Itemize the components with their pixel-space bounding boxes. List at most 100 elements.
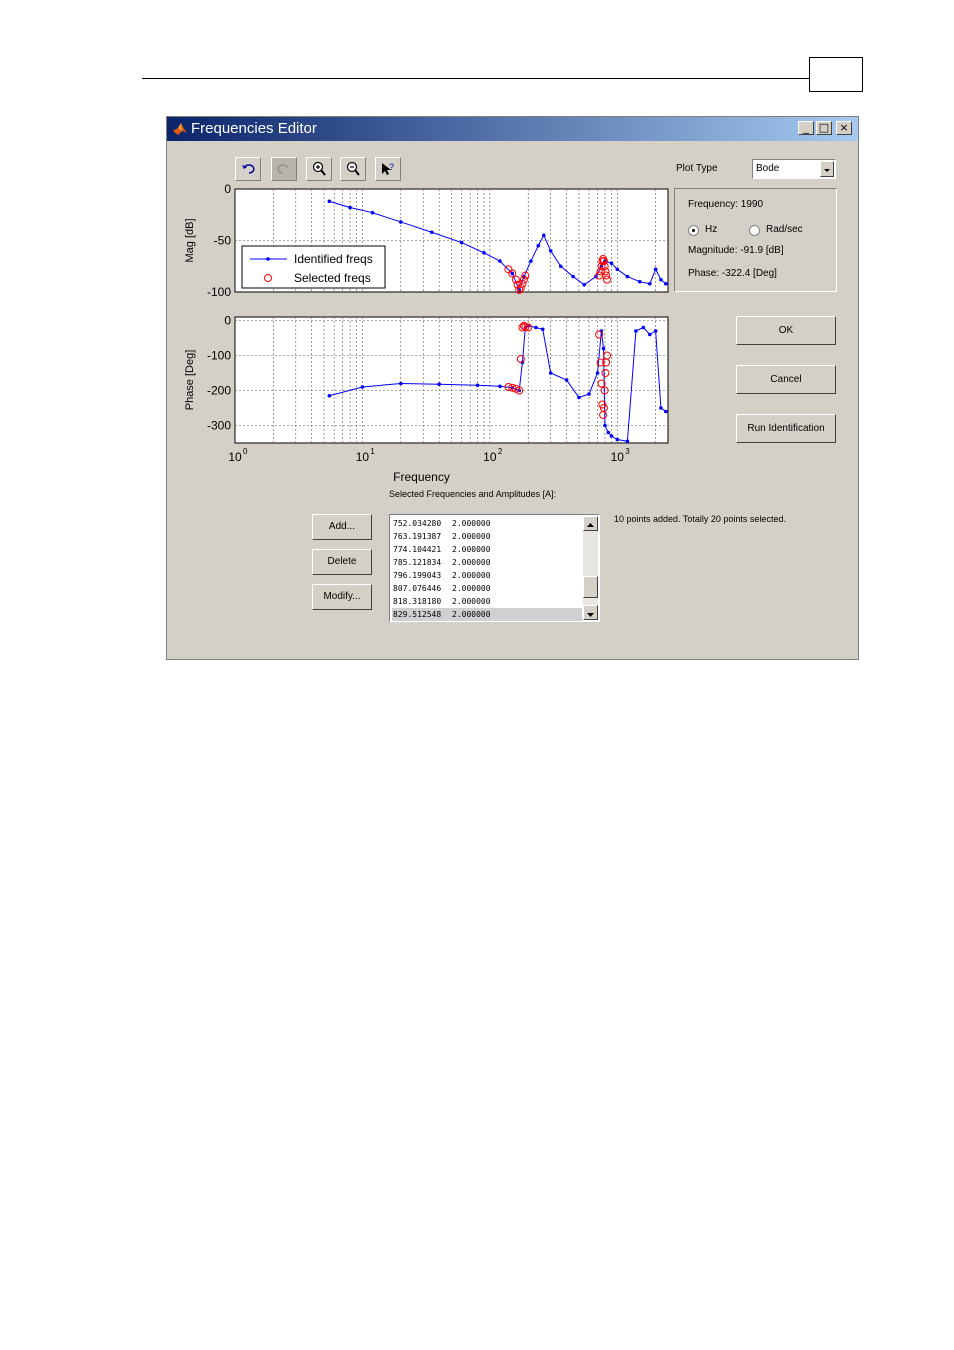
y-tick-label: -200	[207, 384, 231, 398]
selected-freq-point	[595, 330, 604, 339]
zoom-out-icon	[346, 161, 360, 176]
list-item[interactable]: 752.034280 2.000000	[392, 517, 582, 530]
maximize-button[interactable]: □	[816, 121, 832, 135]
identified-freq-point	[648, 332, 652, 337]
list-scrollbar[interactable]	[583, 516, 598, 620]
identified-freq-point	[360, 385, 365, 389]
list-item[interactable]: 785.121834 2.000000	[392, 556, 582, 569]
y-tick-label: -300	[207, 419, 231, 433]
list-item-amplitude: 2.000000	[452, 532, 491, 541]
rad-sec-label: Rad/sec	[766, 224, 803, 235]
identified-freq-point	[510, 271, 515, 276]
svg-text:?: ?	[389, 162, 394, 172]
identified-freq-point	[498, 384, 502, 389]
list-title: Selected Frequencies and Amplitudes [A]:	[389, 489, 557, 499]
list-item-amplitude: 2.000000	[452, 610, 491, 619]
identified-freq-point	[571, 274, 575, 279]
modify-label: Modify...	[323, 591, 361, 602]
status-text: 10 points added. Totally 20 points selec…	[614, 514, 786, 524]
identified-freq-point	[429, 230, 434, 235]
run-identification-label: Run Identification	[747, 423, 825, 434]
ok-button[interactable]: OK	[736, 316, 836, 345]
identified-freq-point	[595, 371, 600, 375]
plot-type-select[interactable]: Bode	[752, 159, 836, 179]
zoom-in-button[interactable]	[306, 157, 332, 181]
help-pointer-button[interactable]: ?	[375, 157, 401, 181]
identified-freq-point	[482, 251, 486, 255]
undo-button[interactable]	[235, 157, 261, 181]
chevron-down-icon[interactable]	[820, 161, 834, 177]
selected-freq-point	[600, 262, 609, 271]
zoom-out-button[interactable]	[340, 157, 366, 181]
legend[interactable]: Identified freqs Selected freqs	[241, 245, 386, 289]
scroll-down-button[interactable]	[583, 605, 598, 620]
y-tick-label: -100	[207, 285, 231, 299]
y-axis-label: Phase [Deg]	[184, 350, 196, 411]
selected-freq-point	[519, 321, 528, 330]
x-tick-label: 10	[483, 450, 497, 464]
identified-freq-point	[615, 437, 620, 442]
scroll-thumb[interactable]	[583, 576, 598, 598]
list-item[interactable]: 796.199043 2.000000	[392, 569, 582, 582]
identified-freq-point	[609, 434, 614, 438]
y-axis-label: Mag [dB]	[184, 218, 196, 262]
identified-freq-point	[459, 240, 464, 245]
identified-freq-point	[564, 378, 569, 382]
identified-freq-point	[540, 327, 545, 332]
selected-freq-point	[602, 271, 611, 280]
close-button[interactable]: ×	[836, 121, 852, 135]
cursor-info-panel: Frequency: 1990 Hz Rad/sec Magnitude: -9…	[674, 188, 837, 292]
x-tick-exponent: 2	[498, 447, 503, 456]
window-title: Frequencies Editor	[191, 120, 317, 137]
zoom-in-icon	[312, 161, 326, 176]
rad-sec-radio[interactable]	[749, 225, 760, 236]
scroll-up-button[interactable]	[583, 516, 598, 531]
list-item-frequency: 763.191387	[393, 532, 442, 541]
identified-freq-point	[625, 274, 630, 279]
selected-freq-point	[601, 267, 610, 276]
selected-freq-point	[519, 275, 528, 284]
list-item-frequency: 818.318180	[393, 597, 442, 606]
selected-freq-point	[597, 262, 606, 271]
y-tick-label: 0	[224, 314, 231, 328]
selected-freq-point	[521, 271, 530, 280]
selected-freq-point	[596, 358, 605, 367]
cancel-label: Cancel	[770, 374, 802, 385]
identified-freq-point	[548, 249, 553, 253]
list-item[interactable]: 763.191387 2.000000	[392, 530, 582, 543]
minimize-button[interactable]: _	[798, 121, 814, 135]
matlab-icon	[173, 123, 187, 135]
x-tick-label: 10	[356, 450, 370, 464]
selected-freq-point	[515, 285, 524, 294]
modify-button[interactable]: Modify...	[312, 584, 372, 610]
cancel-button[interactable]: Cancel	[736, 365, 836, 394]
add-button[interactable]: Add...	[312, 514, 372, 540]
bode-plot[interactable]: 0 -50 -100 Mag [dB] Identified freqs Selected…	[167, 172, 687, 502]
run-identification-button[interactable]: Run Identification	[736, 414, 836, 443]
frequencies-listbox[interactable]: 752.034280 2.000000 763.191387 2.000000 774.…	[389, 514, 600, 622]
list-item-frequency: 796.199043	[393, 571, 442, 580]
hz-radio[interactable]	[688, 225, 699, 236]
identified-freq-point	[625, 439, 630, 444]
list-item[interactable]: 818.318180 2.000000	[392, 595, 582, 608]
identified-freq-point	[529, 259, 533, 263]
chevron-down-icon	[587, 613, 594, 617]
identified-freq-point	[637, 279, 642, 284]
hz-label: Hz	[705, 224, 718, 235]
list-item[interactable]: 807.076446 2.000000	[392, 582, 582, 595]
identified-freq-point	[475, 383, 480, 388]
list-item[interactable]: 829.512548 2.000000	[392, 608, 582, 621]
selected-freq-point	[601, 369, 610, 377]
selected-freq-point	[508, 269, 517, 278]
redo-button[interactable]	[271, 157, 297, 181]
title-bar[interactable]: Frequencies Editor _ □ ×	[167, 117, 858, 141]
list-item[interactable]: 774.104421 2.000000	[392, 543, 582, 556]
magnitude-readout: Magnitude: -91.9 [dB]	[688, 245, 784, 256]
selected-freq-point	[602, 351, 611, 360]
chevron-up-icon	[587, 523, 594, 527]
delete-button[interactable]: Delete	[312, 549, 372, 575]
selected-freq-point	[597, 379, 606, 388]
list-item-amplitude: 2.000000	[452, 519, 491, 528]
identified-freq-point	[498, 259, 502, 263]
identified-freq-point	[599, 329, 604, 333]
